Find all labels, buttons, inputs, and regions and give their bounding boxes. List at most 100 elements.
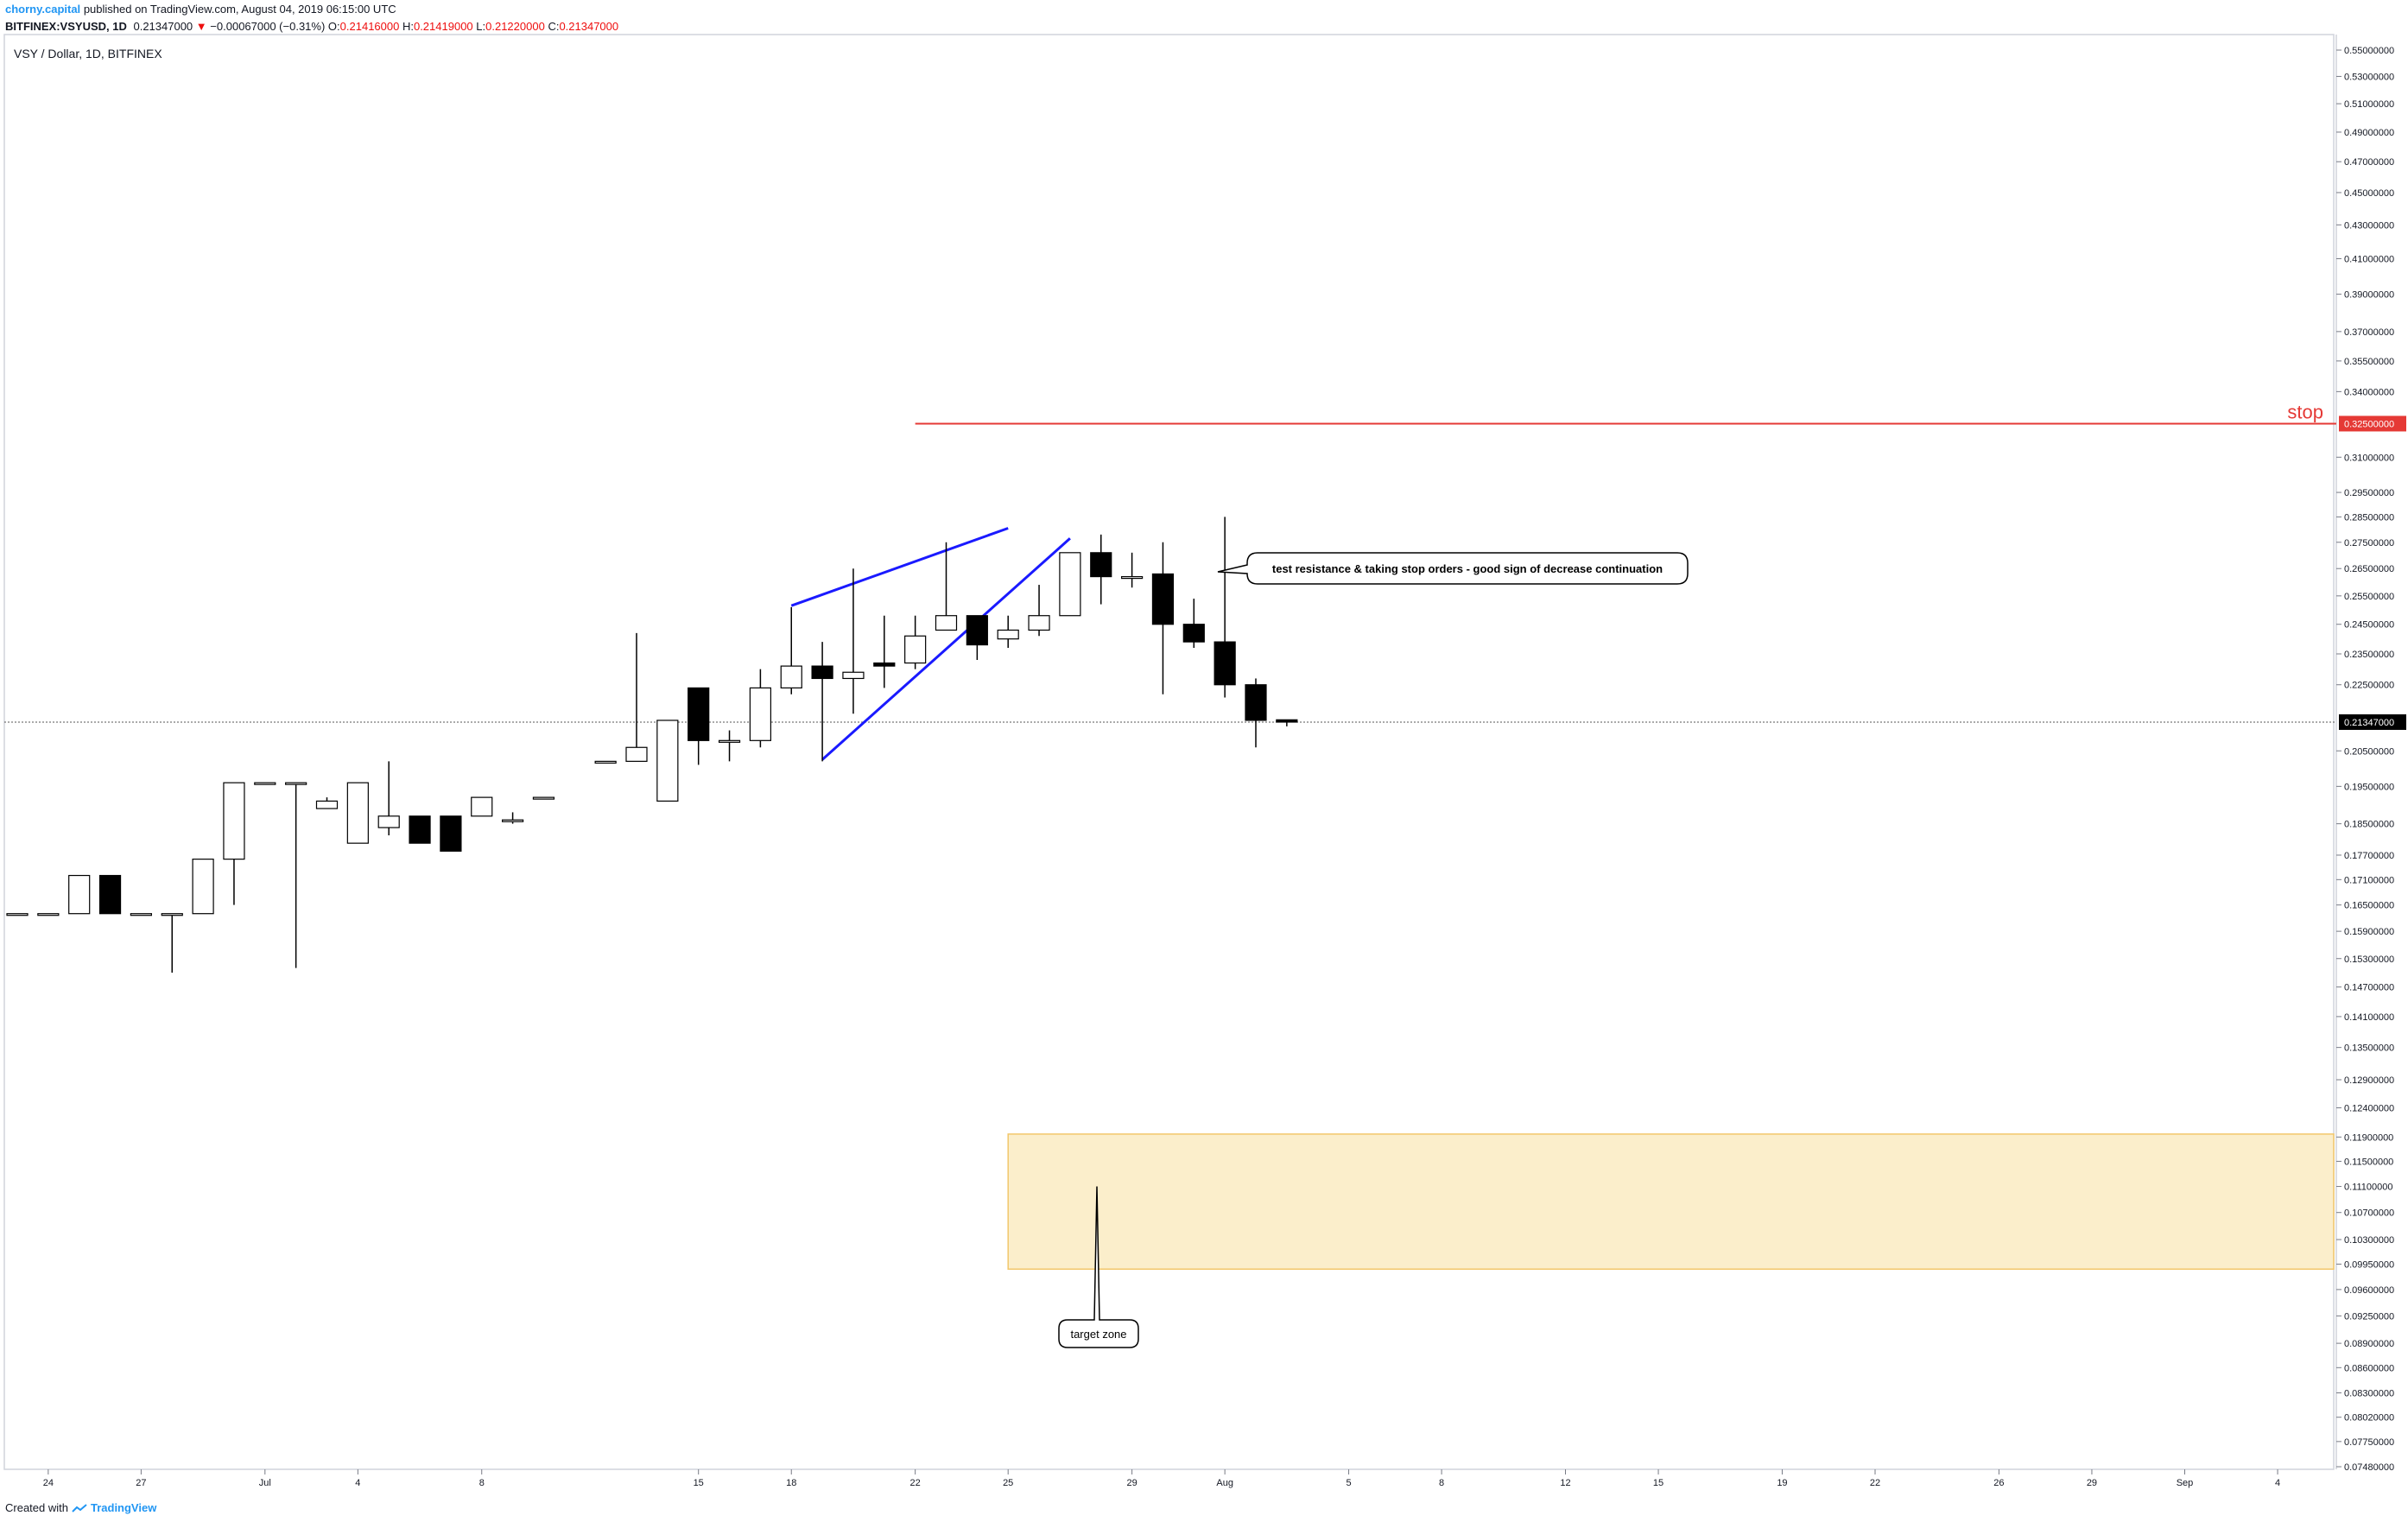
- lower-trend-line: [821, 537, 1071, 761]
- candle[interactable]: [192, 859, 214, 915]
- candle[interactable]: [1151, 542, 1175, 694]
- author-link[interactable]: chorny.capital: [5, 3, 81, 16]
- candle[interactable]: [656, 720, 679, 802]
- candle[interactable]: [625, 632, 648, 762]
- candle[interactable]: [997, 615, 1019, 649]
- price-tick-label: 0.26500000: [2344, 564, 2394, 574]
- candle[interactable]: [718, 730, 741, 762]
- candle[interactable]: [471, 796, 493, 817]
- time-tick-label: 8: [1439, 1478, 1444, 1488]
- candle-body: [315, 800, 339, 809]
- candle[interactable]: [1059, 552, 1081, 617]
- candle[interactable]: [161, 913, 183, 973]
- price-tick-label: 0.07480000: [2344, 1462, 2394, 1473]
- candle[interactable]: [254, 782, 276, 785]
- candle-body: [440, 815, 462, 852]
- candle[interactable]: [440, 815, 462, 852]
- candle[interactable]: [285, 782, 307, 968]
- time-tick-label: 12: [1560, 1478, 1570, 1488]
- low-value: 0.21220000: [485, 20, 545, 33]
- price-tick-label: 0.08600000: [2344, 1363, 2394, 1373]
- price-tick-label: 0.08900000: [2344, 1339, 2394, 1349]
- candle[interactable]: [749, 669, 772, 748]
- candle-body: [68, 874, 91, 915]
- price-tick-label: 0.08300000: [2344, 1388, 2394, 1398]
- candle[interactable]: [501, 812, 524, 824]
- price-tick-label: 0.53000000: [2344, 72, 2394, 82]
- time-tick-label: 15: [694, 1478, 704, 1488]
- price-tick-label: 0.35500000: [2344, 357, 2394, 367]
- candle[interactable]: [594, 760, 617, 764]
- candle[interactable]: [935, 542, 958, 631]
- candle[interactable]: [1090, 534, 1112, 605]
- price-tick-label: 0.22500000: [2344, 681, 2394, 691]
- candle[interactable]: [1028, 585, 1050, 637]
- candle-body: [377, 815, 400, 828]
- time-tick-label: 27: [136, 1478, 146, 1488]
- current-price-value: 0.21347000: [2344, 718, 2394, 728]
- candle[interactable]: [1120, 552, 1144, 588]
- candle[interactable]: [377, 761, 400, 836]
- candle-body: [1059, 552, 1081, 617]
- resistance-callout: [1217, 552, 1689, 585]
- candle[interactable]: [1182, 599, 1205, 649]
- footer: Created with TradingView: [5, 1501, 156, 1514]
- candle[interactable]: [346, 782, 369, 844]
- price-tick-label: 0.29500000: [2344, 488, 2394, 498]
- candle[interactable]: [6, 913, 29, 916]
- time-tick-label: 19: [1777, 1478, 1787, 1488]
- candle-body: [346, 782, 369, 844]
- target-zone-callout: [1058, 1186, 1139, 1348]
- candle-body: [1151, 573, 1175, 625]
- chart-title: VSY / Dollar, 1D, BITFINEX: [14, 47, 162, 60]
- time-tick-label: 5: [1346, 1478, 1351, 1488]
- price-tick-label: 0.37000000: [2344, 327, 2394, 338]
- price-tick-label: 0.11900000: [2344, 1132, 2393, 1143]
- close-label: C:: [548, 20, 560, 33]
- candle[interactable]: [1245, 678, 1267, 748]
- price-tick-label: 0.09950000: [2344, 1259, 2394, 1270]
- candle-body: [1028, 615, 1050, 631]
- candle[interactable]: [98, 874, 122, 915]
- candle[interactable]: [873, 615, 896, 688]
- price-tick-label: 0.14100000: [2344, 1012, 2394, 1023]
- candle-body: [1120, 575, 1144, 580]
- price-tick-label: 0.51000000: [2344, 99, 2394, 110]
- candle[interactable]: [966, 615, 988, 661]
- price-tick-label: 0.07750000: [2344, 1437, 2394, 1448]
- candle[interactable]: [130, 913, 152, 916]
- candle[interactable]: [780, 606, 802, 694]
- candle-body: [1214, 641, 1236, 686]
- candle[interactable]: [688, 687, 710, 765]
- price-tick-label: 0.28500000: [2344, 512, 2394, 523]
- price-tick-label: 0.34000000: [2344, 387, 2394, 397]
- candle[interactable]: [904, 615, 927, 669]
- time-tick-label: 24: [43, 1478, 54, 1488]
- candle-body: [842, 671, 865, 680]
- resistance-callout-text: test resistance & taking stop orders - g…: [1272, 562, 1663, 575]
- candle[interactable]: [409, 815, 431, 844]
- candle[interactable]: [68, 874, 91, 915]
- tradingview-link[interactable]: TradingView: [90, 1501, 157, 1514]
- candle-body: [98, 874, 122, 915]
- candle-body: [966, 615, 988, 646]
- candle[interactable]: [842, 568, 865, 714]
- candle[interactable]: [223, 782, 245, 905]
- candle[interactable]: [1276, 719, 1298, 726]
- candle-body: [718, 739, 741, 743]
- price-tick-label: 0.25500000: [2344, 592, 2394, 602]
- candle[interactable]: [37, 913, 60, 916]
- candle[interactable]: [1214, 517, 1236, 698]
- candle-body: [532, 796, 555, 800]
- candle[interactable]: [811, 642, 833, 762]
- candle-body: [811, 665, 833, 680]
- time-tick-label: Aug: [1216, 1478, 1233, 1488]
- price-tick-label: 0.49000000: [2344, 128, 2394, 138]
- candle[interactable]: [532, 796, 555, 800]
- price-tick-label: 0.23500000: [2344, 650, 2394, 660]
- candle[interactable]: [315, 797, 339, 809]
- stop-label: stop: [2287, 401, 2323, 422]
- time-tick-label: 15: [1653, 1478, 1663, 1488]
- created-with-text: Created with: [5, 1501, 68, 1514]
